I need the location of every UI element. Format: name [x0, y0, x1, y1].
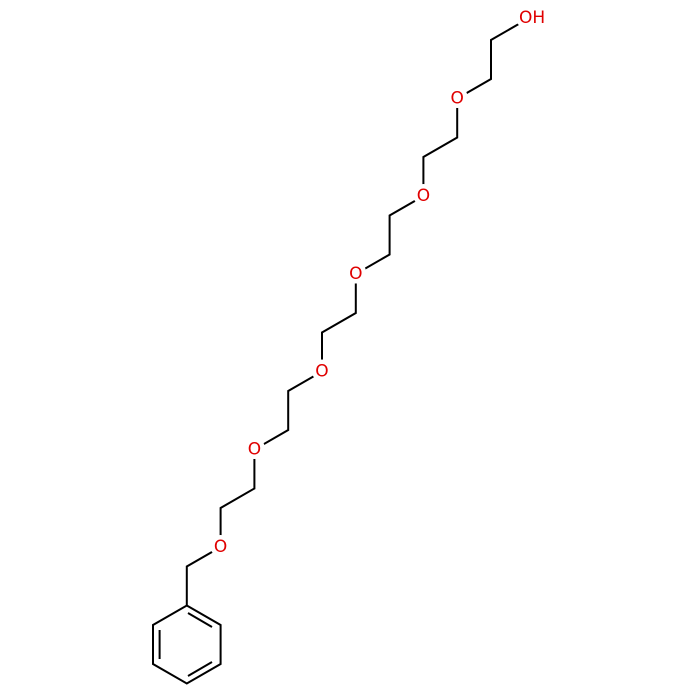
- chain-bonds: [185, 19, 526, 606]
- oxygen-label: O: [248, 440, 261, 460]
- oxygen-label: O: [315, 362, 328, 382]
- oxygen-label: O: [214, 537, 227, 557]
- oxygen-label: O: [349, 264, 362, 284]
- benzene-ring: [152, 604, 222, 685]
- ring-double-bond: [187, 612, 213, 628]
- ring-double-bond: [187, 661, 213, 677]
- oxygen-label: O: [451, 89, 464, 109]
- oxygen-label: O: [417, 186, 430, 206]
- hydroxyl-label: OH: [519, 8, 545, 28]
